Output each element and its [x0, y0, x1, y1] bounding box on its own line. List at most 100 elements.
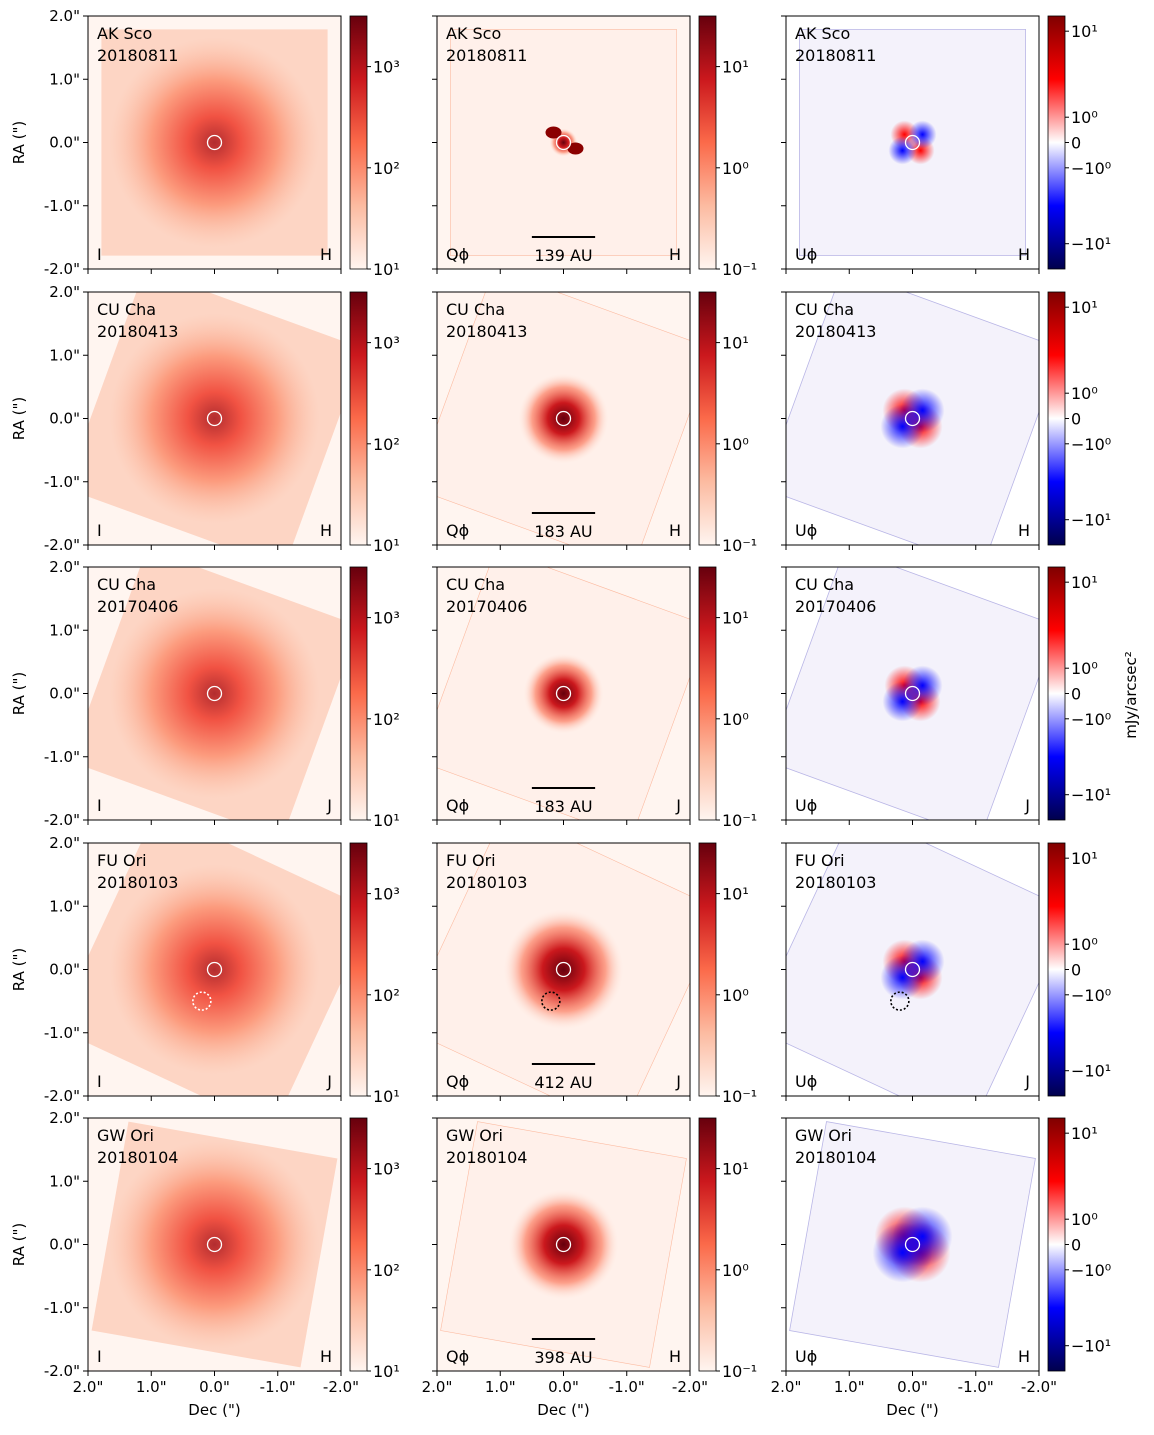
panel-image [437, 292, 690, 545]
colorbar [1047, 291, 1066, 546]
observation-date: 20180413 [97, 322, 178, 341]
y-tick-label: 2.0" [49, 283, 80, 301]
x-tick-label: -2.0" [323, 1378, 359, 1396]
colorbar [349, 1117, 368, 1372]
colorbar [698, 1117, 717, 1372]
coronagraph-mask-marker [206, 410, 223, 427]
stokes-label: Qϕ [446, 1072, 469, 1091]
coronagraph-mask-marker [206, 134, 223, 151]
x-tick-label: 2.0" [422, 1378, 453, 1396]
y-tick-label: 0.0" [49, 134, 80, 152]
colorbar-tick-label: 10¹ [373, 1087, 400, 1106]
scale-bar-label: 183 AU [534, 522, 592, 541]
colorbar-tick-label: 10¹ [722, 334, 749, 353]
target-name: AK Sco [97, 24, 152, 43]
colorbar-tick-label: 10³ [373, 1160, 400, 1179]
coronagraph-mask-marker [904, 685, 921, 702]
band-label: H [1018, 245, 1030, 264]
colorbar-tick-label: 0 [1071, 961, 1081, 980]
observation-date: 20180413 [795, 322, 876, 341]
band-label: H [669, 521, 681, 540]
colorbar-tick-label: 10¹ [722, 58, 749, 77]
psf-halo [109, 864, 320, 1075]
colorbar [1047, 1117, 1066, 1372]
coronagraph-mask-marker [555, 1236, 572, 1253]
colorbar-tick-label: −10¹ [1071, 1337, 1111, 1356]
x-tick-label: 1.0" [136, 1378, 167, 1396]
panel-0-1: AK Sco 20180811 Qϕ H 139 AU 10⁻¹ 10⁰ 10¹ [432, 15, 757, 279]
colorbar-tick-label: 10⁰ [1071, 659, 1098, 678]
band-label: J [1024, 796, 1030, 815]
disk-lobe [545, 126, 562, 139]
y-axis-label: RA (") [10, 948, 28, 991]
y-axis-label: RA (") [10, 397, 28, 440]
companion-marker [890, 991, 910, 1011]
colorbar-tick-label: 10⁻¹ [722, 811, 757, 830]
observation-date: 20180104 [446, 1148, 527, 1167]
y-tick-label: 0.0" [49, 410, 80, 428]
colorbar-tick-label: 10¹ [373, 536, 400, 555]
y-axis-label: RA (") [10, 672, 28, 715]
colorbar-tick-label: 10⁰ [722, 986, 749, 1005]
colorbar-tick-label: 10² [373, 159, 400, 178]
x-tick-label: 1.0" [834, 1378, 865, 1396]
observation-date: 20180103 [795, 873, 876, 892]
coronagraph-mask-marker [904, 134, 921, 151]
band-label: H [669, 245, 681, 264]
panel-image [88, 292, 341, 545]
x-tick-label: 0.0" [897, 1378, 928, 1396]
band-label: J [675, 796, 681, 815]
x-tick-label: -1.0" [958, 1378, 994, 1396]
y-tick-label: -2.0" [44, 1362, 80, 1380]
y-tick-label: -2.0" [44, 811, 80, 829]
colorbar [698, 15, 717, 270]
y-tick-label: 2.0" [49, 558, 80, 576]
target-name: CU Cha [795, 575, 854, 594]
target-name: GW Ori [795, 1126, 852, 1145]
band-label: H [1018, 521, 1030, 540]
scale-bar-label: 183 AU [534, 797, 592, 816]
panel-image [88, 1118, 341, 1371]
colorbar-tick-label: 10¹ [722, 609, 749, 628]
stokes-label: Uϕ [795, 521, 817, 540]
target-name: CU Cha [446, 300, 505, 319]
stokes-label: I [97, 796, 102, 815]
observation-date: 20170406 [795, 597, 876, 616]
y-tick-label: 0.0" [49, 961, 80, 979]
negative-lobe [880, 404, 925, 449]
observation-date: 20180104 [97, 1148, 178, 1167]
panel-3-1: FU Ori 20180103 Qϕ J 412 AU 10⁻¹ 10⁰ 10¹ [432, 842, 757, 1106]
negative-lobe [888, 136, 917, 165]
observation-date: 20170406 [97, 597, 178, 616]
colorbar-tick-label: 10³ [373, 609, 400, 628]
x-tick-label: 2.0" [73, 1378, 104, 1396]
y-axis-label: RA (") [10, 1223, 28, 1266]
colorbar-tick-label: 0 [1071, 410, 1081, 429]
target-name: FU Ori [446, 851, 496, 870]
colorbar-tick-label: 10⁰ [722, 1261, 749, 1280]
x-tick-label: -2.0" [1021, 1378, 1057, 1396]
colorbar-tick-label: 10⁻¹ [722, 260, 757, 279]
y-tick-label: -1.0" [44, 748, 80, 766]
colorbar-tick-label: −10¹ [1071, 786, 1111, 805]
band-label: H [669, 1347, 681, 1366]
psf-halo [109, 313, 320, 524]
colorbar-tick-label: 10¹ [373, 1362, 400, 1381]
coronagraph-mask-marker [206, 685, 223, 702]
coronagraph-mask-marker [555, 410, 572, 427]
panel-image [88, 567, 341, 820]
colorbar-tick-label: 10¹ [1071, 22, 1098, 41]
colorbar-tick-label: −10¹ [1071, 235, 1111, 254]
colorbar-tick-label: 10⁰ [722, 159, 749, 178]
colorbar-tick-label: −10⁰ [1071, 1261, 1111, 1280]
y-tick-label: -1.0" [44, 197, 80, 215]
x-tick-label: -2.0" [672, 1378, 708, 1396]
colorbar [349, 15, 368, 270]
psf-halo [109, 1139, 320, 1350]
band-label: H [320, 1347, 332, 1366]
coronagraph-mask-marker [206, 961, 223, 978]
colorbar-tick-label: 10⁰ [1071, 935, 1098, 954]
observation-date: 20170406 [446, 597, 527, 616]
